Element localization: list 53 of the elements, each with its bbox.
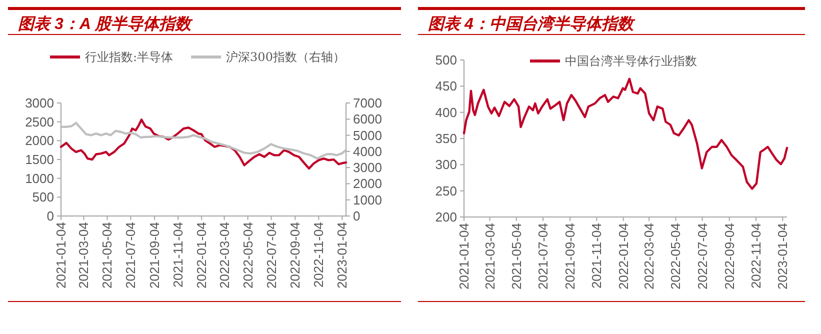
y-tick-label: 350 — [435, 131, 457, 146]
x-tick-label: 2021-07-04 — [536, 223, 551, 290]
x-tick-label: 2022-03-04 — [216, 222, 232, 288]
y-tick-label: 1000 — [25, 170, 54, 186]
x-tick-label: 2022-09-04 — [722, 223, 737, 290]
y-tick-label: 1500 — [25, 152, 54, 167]
legend-label: 沪深300指数（右轴） — [226, 50, 345, 64]
y2-tick-label: 2000 — [353, 176, 382, 192]
x-tick-label: 2021-09-04 — [147, 222, 162, 288]
x-tick-label: 2023-01-04 — [334, 222, 350, 288]
x-tick-label: 2022-11-04 — [748, 223, 764, 289]
x-tick-label: 2021-05-04 — [100, 222, 115, 288]
y-tick-label: 450 — [435, 78, 457, 94]
x-tick-label: 2021-11-04 — [589, 223, 604, 289]
x-tick-label: 2021-09-04 — [562, 223, 578, 290]
x-tick-label: 2022-01-04 — [194, 222, 210, 288]
y-tick-label: 3000 — [25, 96, 54, 110]
x-tick-label: 2021-07-04 — [123, 222, 138, 288]
x-tick-label: 2021-05-04 — [508, 223, 524, 290]
y2-tick-label: 0 — [353, 208, 360, 224]
x-tick-label: 2021-03-04 — [76, 222, 92, 288]
x-tick-label: 2022-03-04 — [642, 223, 657, 290]
y-tick-label: 250 — [435, 183, 457, 198]
legend-label: 行业指数:半导体 — [85, 50, 174, 64]
y-tick-label: 500 — [32, 190, 54, 205]
x-tick-label: 2022-11-04 — [311, 222, 326, 288]
y-tick-label: 300 — [435, 157, 457, 172]
y-tick-label: 400 — [435, 104, 457, 120]
x-tick-label: 2022-01-04 — [616, 223, 631, 290]
chart-title: 图表 4：中国台湾半导体指数 — [428, 14, 636, 33]
x-tick-label: 2022-05-04 — [240, 222, 256, 288]
x-tick-label: 2022-05-04 — [668, 223, 684, 290]
y2-tick-label: 4000 — [353, 144, 382, 159]
y-tick-label: 500 — [435, 52, 457, 68]
y2-tick-label: 6000 — [353, 112, 382, 127]
legend-label: 中国台湾半导体行业指数 — [565, 54, 697, 68]
x-tick-label: 2021-01-04 — [456, 223, 472, 290]
y-tick-label: 2000 — [25, 133, 54, 148]
x-tick-label: 2022-09-04 — [288, 222, 303, 288]
x-tick-label: 2023-01-04 — [775, 223, 790, 290]
x-tick-label: 2021-03-04 — [482, 223, 498, 290]
y-tick-label: 2500 — [25, 114, 54, 130]
y2-tick-label: 1000 — [353, 192, 382, 208]
y2-tick-label: 5000 — [353, 128, 382, 143]
y-tick-label: 200 — [435, 210, 457, 224]
y2-tick-label: 7000 — [353, 96, 382, 110]
x-tick-label: 2021-01-04 — [54, 222, 68, 288]
x-tick-label: 2021-11-04 — [170, 222, 186, 288]
chart-title: 图表 3：A 股半导体指数 — [18, 15, 193, 33]
y2-tick-label: 3000 — [353, 160, 382, 176]
x-tick-label: 2022-07-04 — [264, 222, 279, 288]
x-tick-label: 2022-07-04 — [694, 223, 710, 290]
y-tick-label: 0 — [46, 208, 54, 224]
